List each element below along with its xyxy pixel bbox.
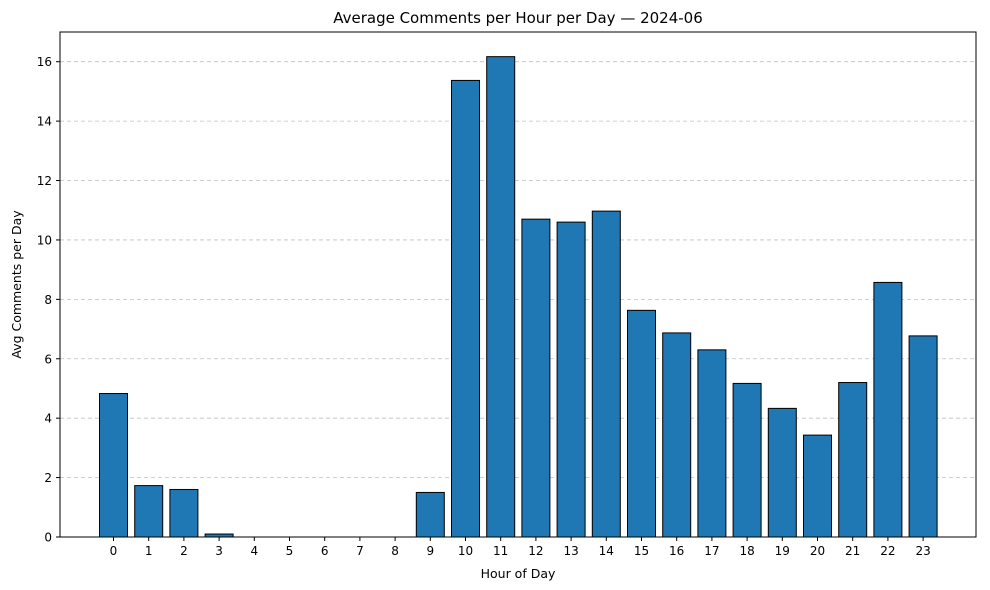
x-tick-label: 5 bbox=[286, 544, 294, 558]
x-tick-label: 16 bbox=[669, 544, 684, 558]
x-tick-label: 22 bbox=[880, 544, 895, 558]
x-tick-label: 15 bbox=[634, 544, 649, 558]
x-tick-label: 9 bbox=[426, 544, 434, 558]
x-tick-label: 7 bbox=[356, 544, 364, 558]
bar-hour-15 bbox=[627, 309, 656, 538]
chart-title: Average Comments per Hour per Day — 2024… bbox=[333, 9, 703, 27]
x-tick-label: 23 bbox=[915, 544, 930, 558]
bar-hour-17 bbox=[697, 349, 727, 538]
bar-hour-9 bbox=[415, 491, 445, 538]
bar-hour-23 bbox=[908, 335, 938, 538]
x-axis-label: Hour of Day bbox=[481, 566, 556, 581]
bar-hour-13 bbox=[556, 221, 586, 538]
x-tick-label: 4 bbox=[250, 544, 258, 558]
bar-hour-10 bbox=[451, 79, 480, 538]
x-tick-label: 2 bbox=[180, 544, 188, 558]
x-tick-label: 19 bbox=[775, 544, 790, 558]
x-tick-label: 14 bbox=[599, 544, 614, 558]
bar-hour-21 bbox=[838, 382, 868, 538]
x-tick-label: 0 bbox=[110, 544, 118, 558]
plot-frame bbox=[59, 31, 977, 538]
grid-lines bbox=[60, 61, 976, 478]
x-tick-label: 11 bbox=[493, 544, 508, 558]
bar-hour-2 bbox=[169, 488, 199, 538]
y-tick-label: 12 bbox=[37, 174, 52, 188]
y-tick-label: 16 bbox=[37, 55, 52, 69]
x-tick-label: 10 bbox=[458, 544, 473, 558]
bar-hour-16 bbox=[662, 332, 692, 538]
bar-hour-14 bbox=[591, 210, 621, 538]
bar-hour-12 bbox=[521, 218, 551, 538]
bar-hour-0 bbox=[99, 393, 128, 538]
y-axis-ticks: 0 2 4 6 8 10 12 14 16 bbox=[37, 55, 60, 545]
x-tick-label: 12 bbox=[528, 544, 543, 558]
bar-hour-18 bbox=[732, 382, 762, 538]
x-tick-label: 8 bbox=[391, 544, 399, 558]
y-tick-label: 14 bbox=[37, 115, 52, 129]
x-tick-label: 13 bbox=[563, 544, 578, 558]
x-axis-ticks: 0 1 2 3 4 5 6 7 8 9 10 11 12 13 14 15 16 17 18 19 20 21 22 23 bbox=[110, 537, 931, 558]
x-tick-label: 18 bbox=[739, 544, 754, 558]
x-tick-label: 6 bbox=[321, 544, 329, 558]
x-tick-label: 21 bbox=[845, 544, 860, 558]
bar-hour-22 bbox=[873, 281, 903, 538]
y-tick-label: 10 bbox=[37, 233, 52, 247]
y-tick-label: 2 bbox=[44, 471, 52, 485]
y-tick-label: 8 bbox=[44, 293, 52, 307]
bar-hour-20 bbox=[803, 434, 832, 538]
y-tick-label: 6 bbox=[44, 352, 52, 366]
x-tick-label: 20 bbox=[810, 544, 825, 558]
y-tick-label: 0 bbox=[44, 531, 52, 545]
y-tick-label: 4 bbox=[44, 412, 52, 426]
bars bbox=[99, 56, 938, 538]
y-axis-label: Avg Comments per Day bbox=[9, 210, 24, 359]
x-tick-label: 17 bbox=[704, 544, 719, 558]
x-tick-label: 3 bbox=[215, 544, 223, 558]
bar-hour-19 bbox=[767, 407, 797, 538]
bar-hour-1 bbox=[134, 485, 164, 538]
bar-hour-11 bbox=[486, 56, 516, 538]
x-tick-label: 1 bbox=[145, 544, 153, 558]
